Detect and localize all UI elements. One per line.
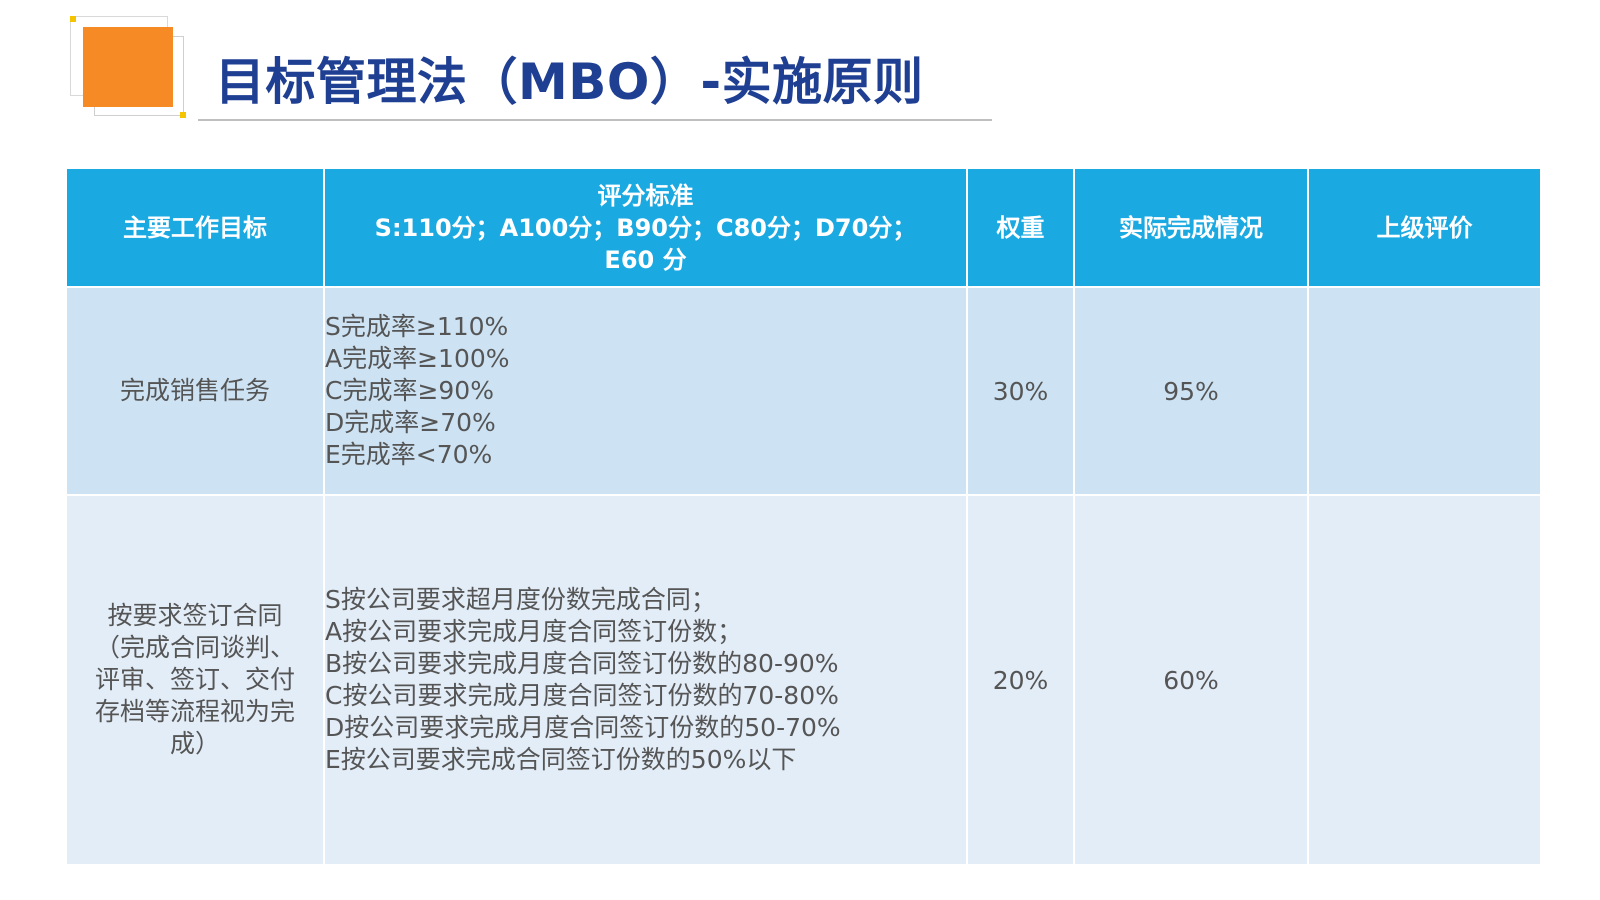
logo-mark <box>70 16 190 122</box>
criteria-line: B按公司要求完成月度合同签订份数的80-90% <box>325 649 839 678</box>
header-criteria-line: S:110分；A100分；B90分；C80分；D70分； <box>374 213 917 242</box>
criteria-line: D按公司要求完成月度合同签订份数的50-70% <box>325 713 841 742</box>
criteria-line: E按公司要求完成合同签订份数的50%以下 <box>325 745 797 774</box>
table-header-row: 主要工作目标 评分标准 S:110分；A100分；B90分；C80分；D70分；… <box>65 167 1542 288</box>
header-review: 上级评价 <box>1307 167 1542 288</box>
header-criteria-line: E60 分 <box>604 245 687 274</box>
weight-cell: 20% <box>966 494 1075 866</box>
criteria-line: A按公司要求完成月度合同签订份数； <box>325 617 743 646</box>
weight-cell: 30% <box>966 286 1075 496</box>
logo-corner-dot <box>70 16 76 22</box>
goal-line: 成） <box>169 729 220 758</box>
review-cell[interactable] <box>1307 286 1542 496</box>
review-cell[interactable] <box>1307 494 1542 866</box>
goal-line: 完成销售任务 <box>119 376 270 405</box>
goal-line: （完成合同谈判、 <box>94 633 295 662</box>
criteria-line: C按公司要求完成月度合同签订份数的70-80% <box>325 681 839 710</box>
goal-line: 评审、签订、交付 <box>94 665 295 694</box>
criteria-cell: S完成率≥110% A完成率≥100% C完成率≥90% D完成率≥70% E完… <box>323 286 968 496</box>
criteria-line: S完成率≥110% <box>325 312 509 341</box>
criteria-line: A完成率≥100% <box>325 344 510 373</box>
header-goal: 主要工作目标 <box>65 167 325 288</box>
actual-cell: 95% <box>1073 286 1309 496</box>
logo-corner-dot <box>180 112 186 118</box>
criteria-line: S按公司要求超月度份数完成合同； <box>325 585 716 614</box>
goal-cell: 完成销售任务 <box>65 286 325 496</box>
table-row: 完成销售任务 S完成率≥110% A完成率≥100% C完成率≥90% D完成率… <box>65 286 1542 496</box>
criteria-line: E完成率<70% <box>325 440 493 469</box>
criteria-line: C完成率≥90% <box>325 376 494 405</box>
title-underline <box>198 119 992 121</box>
table-row: 按要求签订合同 （完成合同谈判、 评审、签订、交付 存档等流程视为完 成） S按… <box>65 494 1542 866</box>
actual-cell: 60% <box>1073 494 1309 866</box>
header-criteria: 评分标准 S:110分；A100分；B90分；C80分；D70分； E60 分 <box>323 167 968 288</box>
criteria-cell: S按公司要求超月度份数完成合同； A按公司要求完成月度合同签订份数； B按公司要… <box>323 494 968 866</box>
kpi-table: 主要工作目标 评分标准 S:110分；A100分；B90分；C80分；D70分；… <box>65 167 1542 866</box>
logo-orange-square <box>83 27 173 107</box>
criteria-line: D完成率≥70% <box>325 408 496 437</box>
header-actual: 实际完成情况 <box>1073 167 1309 288</box>
goal-line: 按要求签订合同 <box>107 601 283 630</box>
goal-line: 存档等流程视为完 <box>94 697 295 726</box>
header-criteria-line: 评分标准 <box>597 181 694 210</box>
page-title: 目标管理法（MBO）-实施原则 <box>215 53 924 111</box>
goal-cell: 按要求签订合同 （完成合同谈判、 评审、签订、交付 存档等流程视为完 成） <box>65 494 325 866</box>
header-weight: 权重 <box>966 167 1075 288</box>
